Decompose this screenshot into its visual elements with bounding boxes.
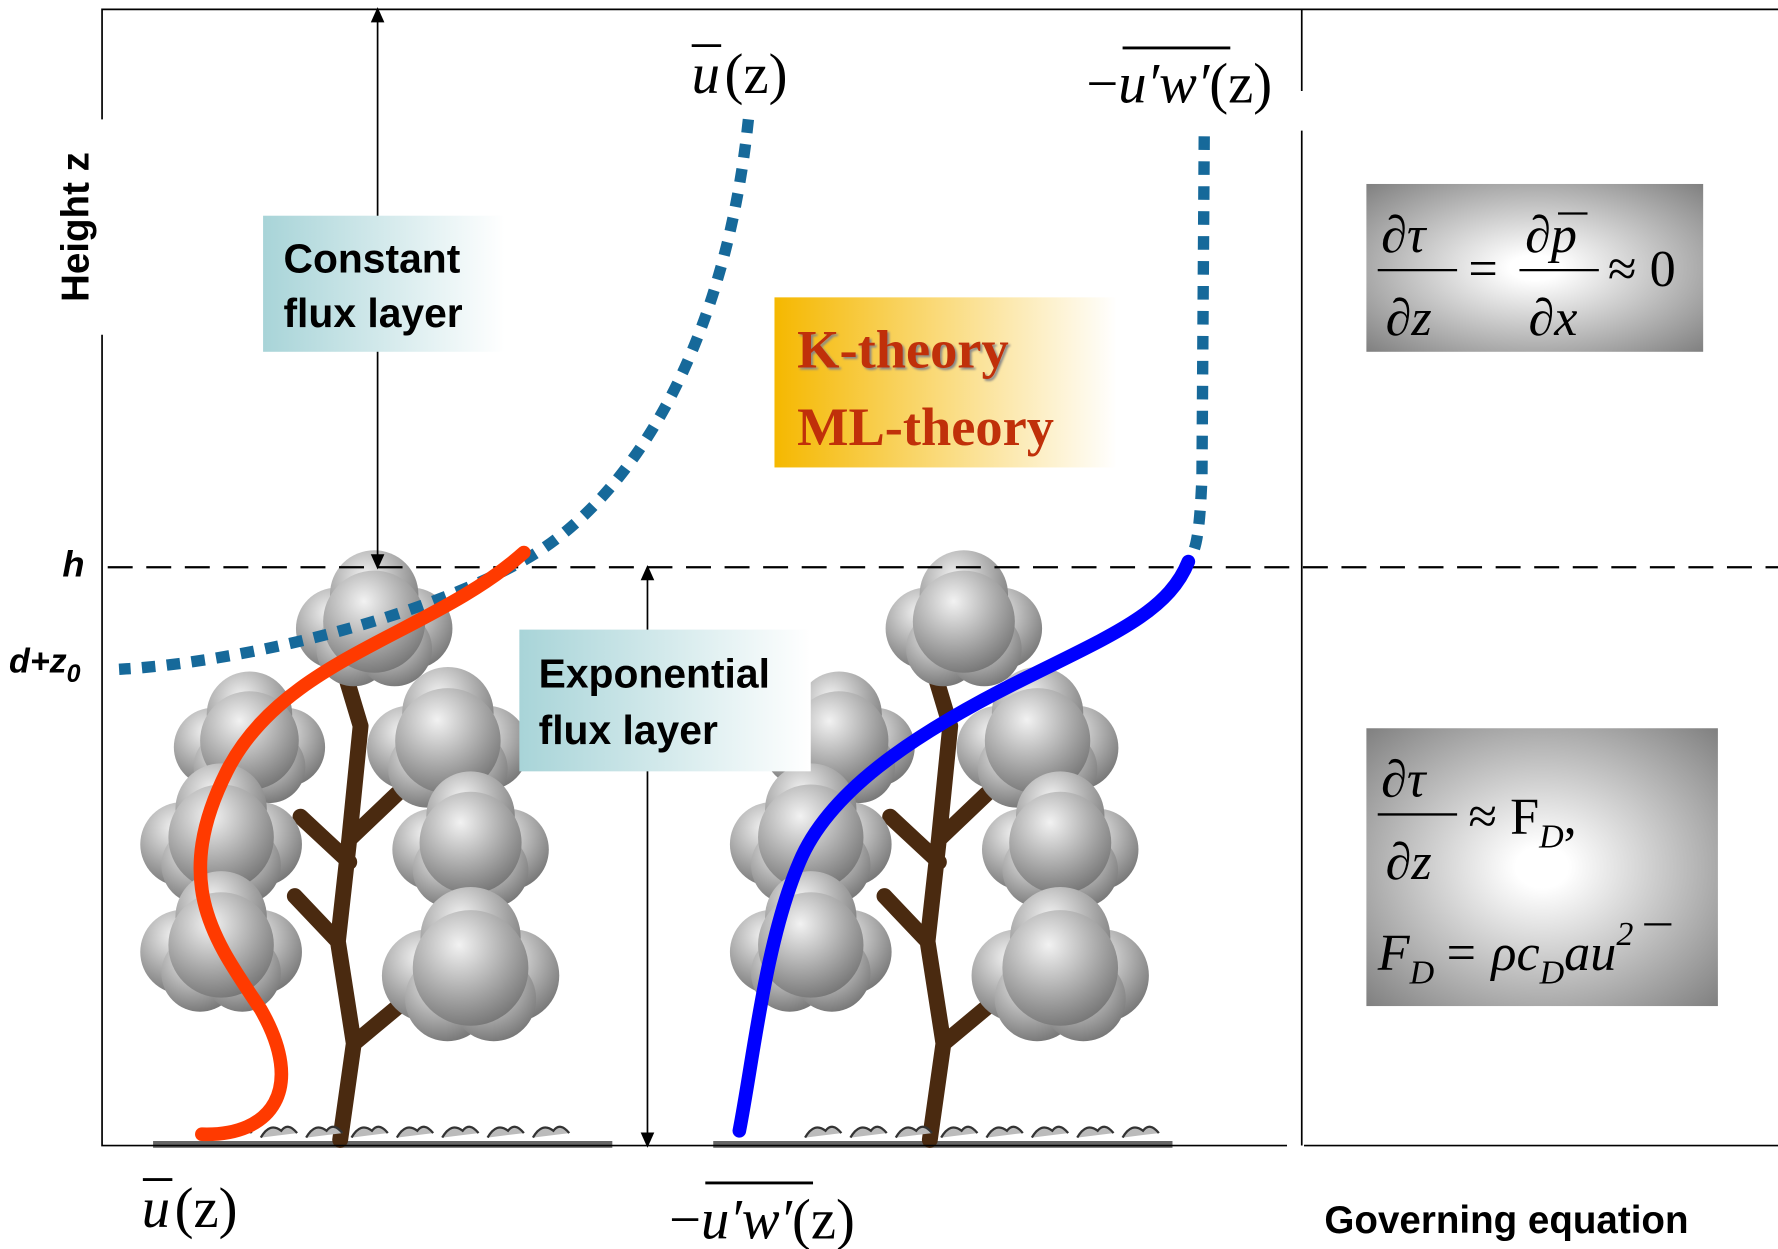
var: u′w′ [1118,52,1211,115]
eq-num: ∂τ [1381,207,1428,264]
region-label: flux layer [539,707,718,753]
arg: (z) [725,43,788,106]
arg: (z) [792,1189,855,1249]
ground-plant [987,1127,1023,1138]
foliage [1009,792,1111,894]
ground-plant [850,1127,886,1138]
d-z0-label: d+z0 [9,643,81,688]
subscript: D [1539,954,1565,991]
eq-den: ∂z [1386,290,1432,347]
var: u [142,1177,170,1240]
region-label: flux layer [283,290,462,336]
ground-plant [1032,1127,1068,1138]
var: u [692,43,720,106]
eq-part: au [1564,925,1616,982]
d-z0-sub: 0 [67,660,81,688]
page: {"axis_label": "Height z", "levels": {"h… [0,0,1778,1249]
ground-plant [488,1127,524,1138]
subscript: D [1409,954,1435,991]
axis-label: Height z [54,152,97,302]
profile-label: u(z) [692,43,788,106]
sign: − [669,1189,701,1249]
eq-tail: ≈ 0 [1608,241,1676,298]
comma: , [1564,789,1577,846]
foliage [913,571,1015,673]
theory-label: ML-theory [797,397,1054,457]
ground [713,1141,1172,1148]
var: u′w′ [701,1189,794,1249]
foliage [1002,910,1118,1026]
page-body: Height z h d+z0 Constant flux layer Expo… [0,0,1778,1249]
ground-plant [397,1127,433,1138]
superscript: 2 [1616,916,1633,953]
ground-plant [533,1127,569,1138]
stress-above-canopy [1188,136,1204,561]
profile-label: −u′w′(z) [1086,52,1272,115]
profile-label: −u′w′(z) [669,1189,855,1249]
diagram: Height z h d+z0 Constant flux layer Expo… [0,0,1778,1249]
eq-part: = ρc [1443,925,1539,982]
velocity-above-canopy [119,119,748,669]
theory-label: K-theory [797,320,1009,380]
d-z0-base: d+z [9,643,67,681]
foliage [420,792,522,894]
arg: (z) [175,1177,238,1240]
arg: (z) [1209,52,1272,115]
subscript: D [1538,818,1564,855]
h-label: h [62,543,84,584]
ground-plant [1077,1127,1113,1138]
region-label: Exponential [539,650,770,696]
ground-plant [352,1127,388,1138]
foliage [413,910,529,1026]
ground [153,1141,612,1148]
ground-plant [1123,1127,1159,1138]
eq-den: ∂z [1386,834,1432,891]
sign: − [1086,52,1118,115]
eq-num: ∂p [1525,207,1577,264]
eq-num: ∂τ [1381,751,1428,808]
eq-rel-sym: ≈ F [1468,789,1539,846]
profile-label: u(z) [142,1177,238,1240]
eq-part: F [1377,925,1411,982]
ground-plant [941,1127,977,1138]
eq-den: ∂x [1529,290,1578,347]
ground-plant [805,1127,841,1138]
footer: Governing equation [1324,1199,1688,1242]
eq-rel: = [1468,241,1497,298]
ground-plant [442,1127,478,1138]
region-label: Constant [283,235,460,281]
ground-plant [261,1127,297,1138]
